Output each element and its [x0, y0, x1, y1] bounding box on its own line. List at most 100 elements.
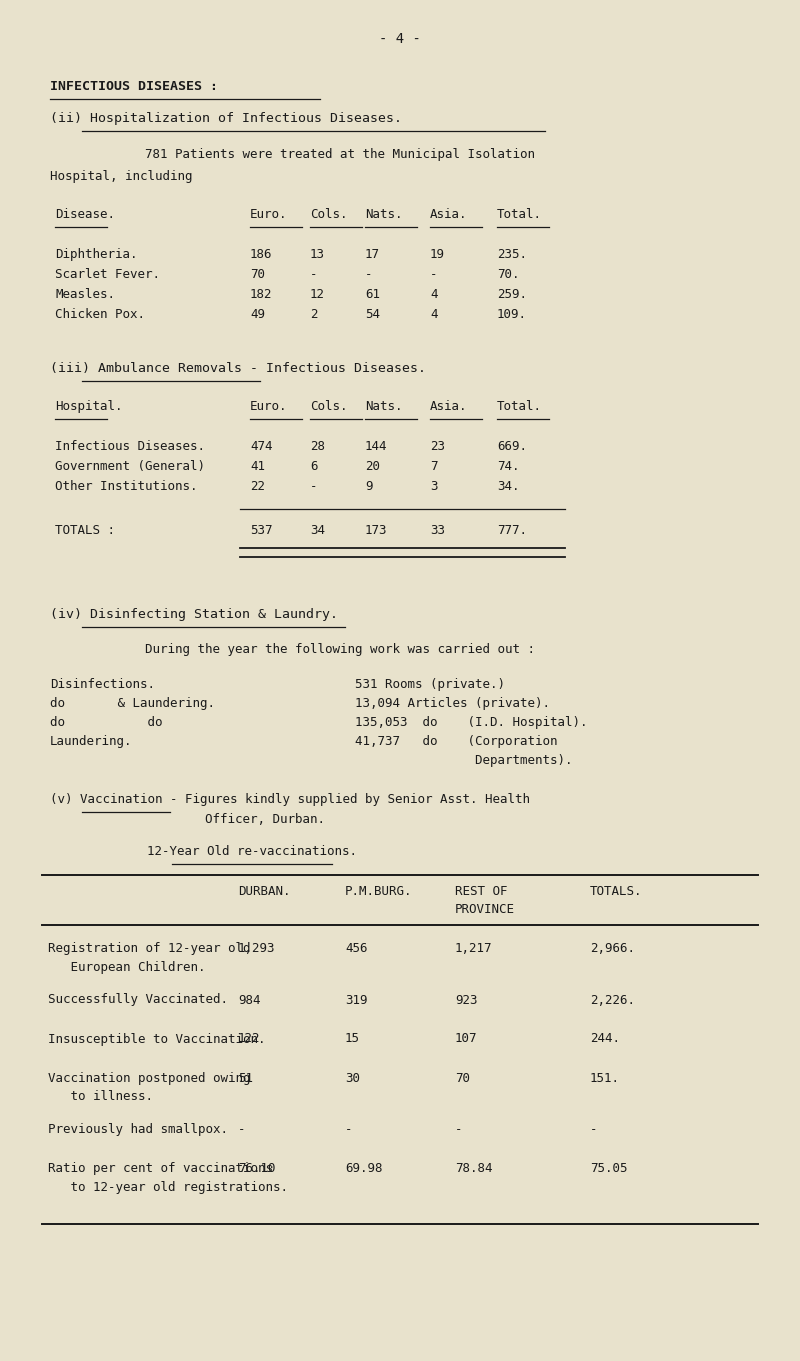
Text: TOTALS.: TOTALS.: [590, 885, 642, 898]
Text: -: -: [590, 1123, 598, 1136]
Text: 28: 28: [310, 440, 325, 453]
Text: -: -: [310, 268, 318, 280]
Text: TOTALS :: TOTALS :: [55, 524, 115, 538]
Text: 182: 182: [250, 289, 273, 301]
Text: 107: 107: [455, 1033, 478, 1045]
Text: do           do: do do: [50, 716, 162, 729]
Text: 173: 173: [365, 524, 387, 538]
Text: INFECTIOUS DISEASES :: INFECTIOUS DISEASES :: [50, 80, 218, 93]
Text: Officer, Durban.: Officer, Durban.: [205, 813, 325, 826]
Text: Nats.: Nats.: [365, 208, 402, 220]
Text: Diphtheria.: Diphtheria.: [55, 248, 138, 261]
Text: Successfully Vaccinated.: Successfully Vaccinated.: [48, 994, 228, 1007]
Text: 41: 41: [250, 460, 265, 474]
Text: 2,226.: 2,226.: [590, 994, 635, 1007]
Text: 244.: 244.: [590, 1033, 620, 1045]
Text: 2: 2: [310, 308, 318, 321]
Text: 23: 23: [430, 440, 445, 453]
Text: Hospital, including: Hospital, including: [50, 170, 193, 182]
Text: Disease.: Disease.: [55, 208, 115, 220]
Text: 19: 19: [430, 248, 445, 261]
Text: 122: 122: [238, 1033, 261, 1045]
Text: Total.: Total.: [497, 208, 542, 220]
Text: 20: 20: [365, 460, 380, 474]
Text: 4: 4: [430, 289, 438, 301]
Text: Registration of 12-year old: Registration of 12-year old: [48, 942, 250, 955]
Text: 777.: 777.: [497, 524, 527, 538]
Text: 6: 6: [310, 460, 318, 474]
Text: 78.84: 78.84: [455, 1162, 493, 1175]
Text: 61: 61: [365, 289, 380, 301]
Text: Asia.: Asia.: [430, 208, 467, 220]
Text: 12-Year Old re-vaccinations.: 12-Year Old re-vaccinations.: [147, 845, 357, 857]
Text: do       & Laundering.: do & Laundering.: [50, 697, 215, 710]
Text: 1,217: 1,217: [455, 942, 493, 955]
Text: -: -: [455, 1123, 462, 1136]
Text: 144: 144: [365, 440, 387, 453]
Text: Infectious Diseases.: Infectious Diseases.: [55, 440, 205, 453]
Text: to 12-year old registrations.: to 12-year old registrations.: [48, 1180, 288, 1194]
Text: 74.: 74.: [497, 460, 519, 474]
Text: (v) Vaccination - Figures kindly supplied by Senior Asst. Health: (v) Vaccination - Figures kindly supplie…: [50, 793, 530, 806]
Text: Other Institutions.: Other Institutions.: [55, 480, 198, 493]
Text: -: -: [310, 480, 318, 493]
Text: 9: 9: [365, 480, 373, 493]
Text: 15: 15: [345, 1033, 360, 1045]
Text: 69.98: 69.98: [345, 1162, 382, 1175]
Text: 186: 186: [250, 248, 273, 261]
Text: 22: 22: [250, 480, 265, 493]
Text: 531 Rooms (private.): 531 Rooms (private.): [355, 678, 505, 691]
Text: Scarlet Fever.: Scarlet Fever.: [55, 268, 160, 280]
Text: 259.: 259.: [497, 289, 527, 301]
Text: 781 Patients were treated at the Municipal Isolation: 781 Patients were treated at the Municip…: [145, 148, 535, 161]
Text: 70: 70: [455, 1071, 470, 1085]
Text: 51: 51: [238, 1071, 253, 1085]
Text: DURBAN.: DURBAN.: [238, 885, 290, 898]
Text: 33: 33: [430, 524, 445, 538]
Text: Cols.: Cols.: [310, 208, 347, 220]
Text: Hospital.: Hospital.: [55, 400, 122, 412]
Text: Departments).: Departments).: [355, 754, 573, 768]
Text: (iii) Ambulance Removals - Infectious Diseases.: (iii) Ambulance Removals - Infectious Di…: [50, 362, 426, 376]
Text: (iv) Disinfecting Station & Laundry.: (iv) Disinfecting Station & Laundry.: [50, 608, 338, 621]
Text: Insusceptible to Vaccination.: Insusceptible to Vaccination.: [48, 1033, 266, 1045]
Text: 12: 12: [310, 289, 325, 301]
Text: -: -: [365, 268, 373, 280]
Text: 2,966.: 2,966.: [590, 942, 635, 955]
Text: 41,737   do    (Corporation: 41,737 do (Corporation: [355, 735, 558, 749]
Text: During the year the following work was carried out :: During the year the following work was c…: [145, 642, 535, 656]
Text: European Children.: European Children.: [48, 961, 206, 973]
Text: Government (General): Government (General): [55, 460, 205, 474]
Text: 7: 7: [430, 460, 438, 474]
Text: 75.05: 75.05: [590, 1162, 627, 1175]
Text: Vaccination postponed owing: Vaccination postponed owing: [48, 1071, 250, 1085]
Text: 70: 70: [250, 268, 265, 280]
Text: -: -: [345, 1123, 353, 1136]
Text: 319: 319: [345, 994, 367, 1007]
Text: 474: 474: [250, 440, 273, 453]
Text: 4: 4: [430, 308, 438, 321]
Text: Asia.: Asia.: [430, 400, 467, 412]
Text: 17: 17: [365, 248, 380, 261]
Text: PROVINCE: PROVINCE: [455, 902, 515, 916]
Text: 34.: 34.: [497, 480, 519, 493]
Text: Cols.: Cols.: [310, 400, 347, 412]
Text: Previously had smallpox.: Previously had smallpox.: [48, 1123, 228, 1136]
Text: 70.: 70.: [497, 268, 519, 280]
Text: Ratio per cent of vaccinations: Ratio per cent of vaccinations: [48, 1162, 273, 1175]
Text: REST OF: REST OF: [455, 885, 507, 898]
Text: 49: 49: [250, 308, 265, 321]
Text: 13: 13: [310, 248, 325, 261]
Text: 30: 30: [345, 1071, 360, 1085]
Text: 456: 456: [345, 942, 367, 955]
Text: -: -: [238, 1123, 246, 1136]
Text: Disinfections.: Disinfections.: [50, 678, 155, 691]
Text: 1,293: 1,293: [238, 942, 275, 955]
Text: Euro.: Euro.: [250, 208, 287, 220]
Text: 135,053  do    (I.D. Hospital).: 135,053 do (I.D. Hospital).: [355, 716, 587, 729]
Text: (ii) Hospitalization of Infectious Diseases.: (ii) Hospitalization of Infectious Disea…: [50, 112, 402, 125]
Text: Chicken Pox.: Chicken Pox.: [55, 308, 145, 321]
Text: 923: 923: [455, 994, 478, 1007]
Text: 669.: 669.: [497, 440, 527, 453]
Text: 537: 537: [250, 524, 273, 538]
